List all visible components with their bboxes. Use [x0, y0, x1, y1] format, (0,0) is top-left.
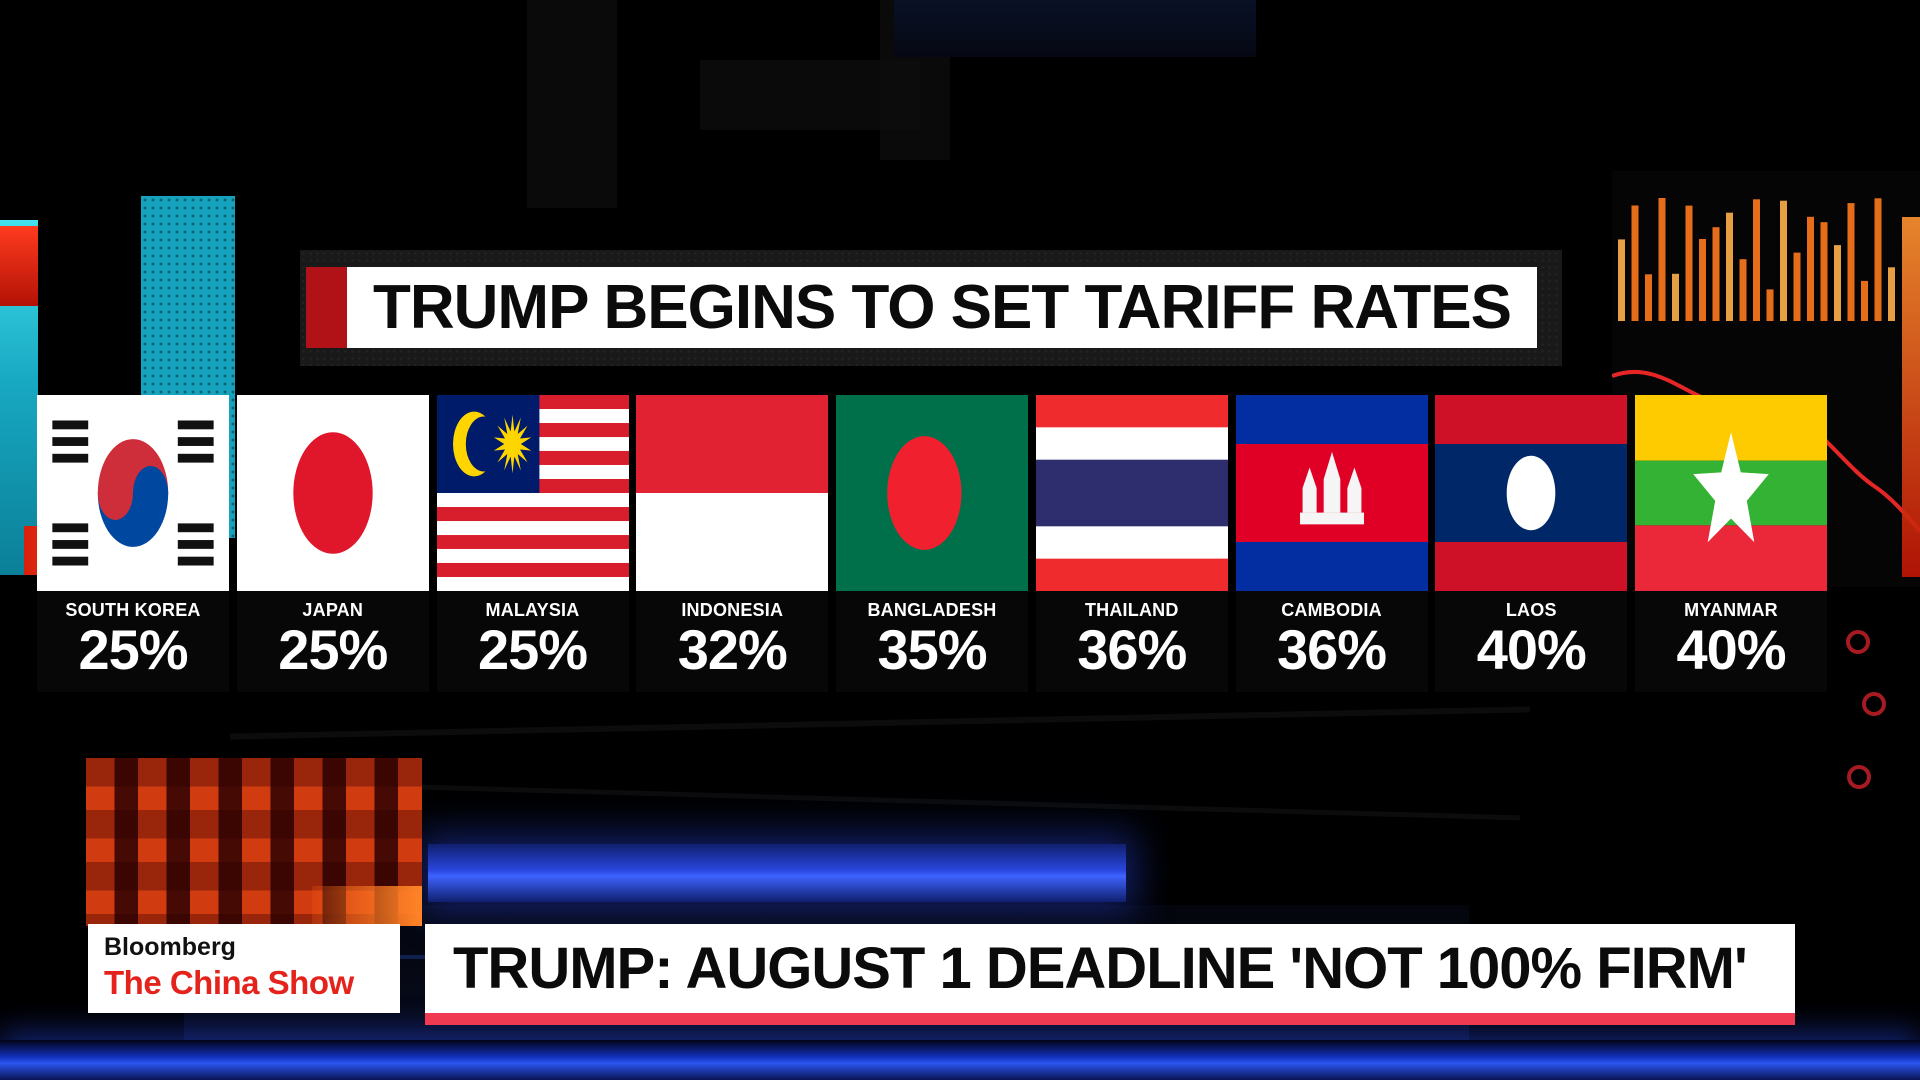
- market-chart-graphic: [1612, 198, 1920, 577]
- title-banner-textbox: TRUMP BEGINS TO SET TARIFF RATES: [347, 267, 1538, 348]
- studio-blue-bar: [428, 844, 1126, 902]
- studio-red-ring: [1846, 630, 1870, 654]
- tariff-rate: 35%: [877, 618, 987, 681]
- title-banner: TRUMP BEGINS TO SET TARIFF RATES: [306, 267, 1538, 348]
- studio-red-mosaic-hotspot: [312, 886, 422, 926]
- japan-flag-icon: [236, 395, 429, 591]
- laos-flag-icon: [1435, 395, 1628, 591]
- country-name: INDONESIA: [681, 600, 784, 620]
- country-tile: BANGLADESH 35%: [836, 395, 1028, 692]
- flags-row: SOUTH KOREA 25% JAPAN 25% MALAYSIA 25%: [37, 395, 1827, 692]
- country-tile: CAMBODIA 36%: [1235, 395, 1428, 692]
- indonesia-flag-icon: [636, 395, 829, 591]
- studio-truss: [527, 0, 617, 208]
- chyron-headline-bar: TRUMP: AUGUST 1 DEADLINE 'NOT 100% FIRM': [425, 924, 1795, 1013]
- country-name: BANGLADESH: [867, 600, 997, 620]
- studio-screen-top: [894, 0, 1256, 57]
- cambodia-flag-icon: [1235, 395, 1428, 591]
- brand-show-title: The China Show: [104, 963, 354, 1001]
- tariff-rate: 36%: [1077, 618, 1187, 681]
- tariff-rate: 32%: [677, 618, 788, 681]
- brand-bloomberg: Bloomberg: [104, 933, 236, 961]
- chyron-headline-text: TRUMP: AUGUST 1 DEADLINE 'NOT 100% FIRM': [453, 936, 1748, 1001]
- country-name: SOUTH KOREA: [65, 600, 201, 620]
- country-tile-label: THAILAND 36%: [1035, 591, 1228, 692]
- studio-screen-left: [0, 220, 38, 575]
- country-tile-label: SOUTH KOREA 25%: [37, 591, 229, 692]
- tariff-rate: 25%: [78, 618, 188, 681]
- thailand-flag-icon: [1035, 395, 1228, 591]
- title-banner-text: TRUMP BEGINS TO SET TARIFF RATES: [373, 273, 1512, 342]
- tariff-rate: 36%: [1276, 618, 1387, 681]
- tariff-rate: 40%: [1676, 618, 1786, 681]
- country-tile: LAOS 40%: [1435, 395, 1628, 692]
- tariff-rate: 25%: [477, 618, 588, 681]
- studio-floor-beam: [420, 784, 1520, 821]
- country-tile: JAPAN 25%: [236, 395, 429, 692]
- country-tile-label: BANGLADESH 35%: [836, 591, 1028, 692]
- studio-screen-left-red: [0, 226, 38, 306]
- country-name: LAOS: [1505, 600, 1557, 620]
- country-name: CAMBODIA: [1281, 600, 1382, 620]
- studio-red-mosaic: [86, 758, 422, 926]
- country-tile: SOUTH KOREA 25%: [37, 395, 229, 692]
- country-tile-label: MYANMAR 40%: [1635, 591, 1827, 692]
- country-name: MALAYSIA: [485, 600, 580, 620]
- studio-floor-glow: [0, 1040, 1920, 1080]
- studio-red-ring: [1847, 765, 1871, 789]
- myanmar-flag-icon: [1635, 395, 1827, 591]
- country-tile-label: MALAYSIA 25%: [436, 591, 629, 692]
- country-name: MYANMAR: [1684, 600, 1778, 620]
- country-tile: MALAYSIA 25%: [436, 395, 629, 692]
- tariff-rate: 25%: [278, 618, 388, 681]
- title-banner-red-block: [306, 267, 347, 348]
- malaysia-flag-icon: [436, 395, 629, 591]
- chyron-red-strip: [425, 1013, 1795, 1025]
- studio-red-ring: [1862, 692, 1886, 716]
- country-tile-label: INDONESIA 32%: [636, 591, 829, 692]
- brand-box: Bloomberg The China Show: [88, 924, 400, 1013]
- south-korea-flag-icon: [37, 395, 229, 591]
- country-tile-label: JAPAN 25%: [236, 591, 429, 692]
- country-tile-label: LAOS 40%: [1435, 591, 1628, 692]
- tariff-rate: 40%: [1476, 618, 1587, 681]
- country-tile: MYANMAR 40%: [1635, 395, 1827, 692]
- country-name: JAPAN: [302, 600, 364, 620]
- bangladesh-flag-icon: [836, 395, 1028, 591]
- studio-floor-beam: [230, 706, 1530, 740]
- country-tile: INDONESIA 32%: [636, 395, 829, 692]
- country-tile: THAILAND 36%: [1035, 395, 1228, 692]
- country-name: THAILAND: [1084, 600, 1179, 620]
- country-tile-label: CAMBODIA 36%: [1235, 591, 1428, 692]
